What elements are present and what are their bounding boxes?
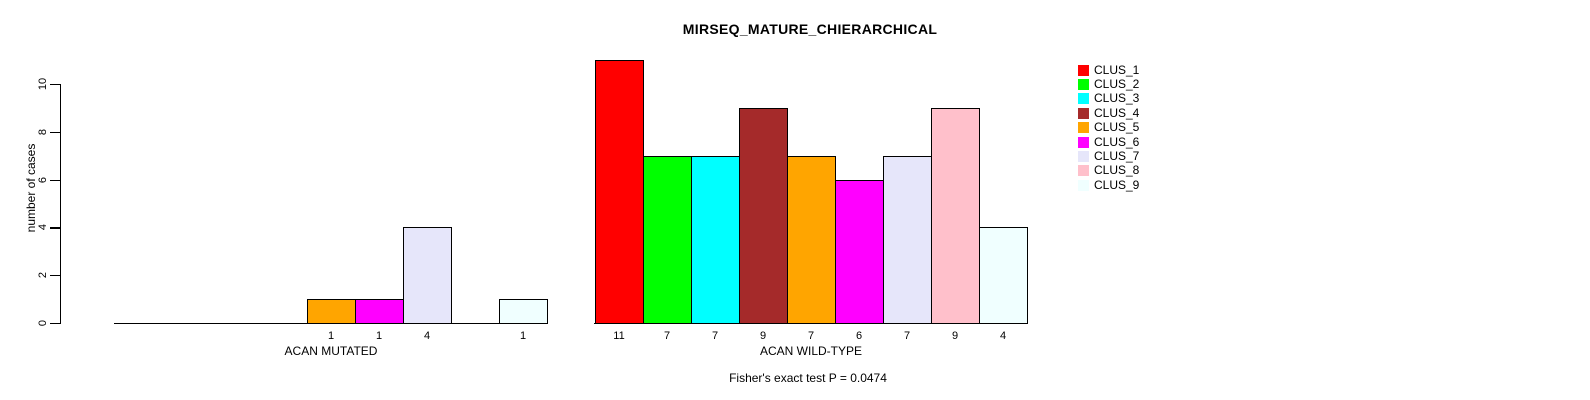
bar-value-label: 7	[807, 330, 815, 342]
legend-label-clus_6: CLUS_6	[1094, 134, 1140, 149]
y-axis-tick	[50, 179, 60, 181]
y-axis-tick-label: 10	[37, 77, 49, 91]
group-label: ACAN MUTATED	[284, 344, 378, 358]
y-axis-tick	[50, 227, 60, 229]
bar-value-label: 9	[759, 330, 767, 342]
y-axis-tick	[50, 323, 60, 325]
legend-swatch-clus_1	[1078, 64, 1089, 76]
legend-swatch-clus_7	[1078, 150, 1089, 162]
y-axis-tick	[50, 275, 60, 277]
y-axis-title: number of cases	[24, 143, 38, 233]
bar-clus_7	[883, 155, 932, 324]
legend-label-clus_5: CLUS_5	[1094, 120, 1140, 135]
bar-clus_6	[835, 179, 884, 324]
bar-value-label: 1	[519, 330, 527, 342]
legend-label-clus_4: CLUS_4	[1094, 105, 1140, 120]
y-axis-tick-label: 6	[37, 176, 49, 183]
legend-swatch-clus_2	[1078, 78, 1089, 90]
bar-clus_5	[307, 299, 356, 324]
legend-label-clus_9: CLUS_9	[1094, 177, 1140, 192]
bar-clus_5	[787, 155, 836, 324]
legend-swatch-clus_3	[1078, 93, 1089, 105]
chart-title: MIRSEQ_MATURE_CHIERARCHICAL	[682, 21, 938, 37]
bar-value-label: 4	[999, 330, 1007, 342]
legend-swatch-clus_8	[1078, 165, 1089, 177]
legend-swatch-clus_6	[1078, 136, 1089, 148]
legend-label-clus_8: CLUS_8	[1094, 163, 1140, 178]
legend-label-clus_1: CLUS_1	[1094, 62, 1140, 77]
legend-swatch-clus_4	[1078, 107, 1089, 119]
bar-clus_6	[355, 299, 404, 324]
y-axis-tick	[50, 84, 60, 86]
bar-value-label: 11	[613, 330, 625, 342]
y-axis-tick-label: 4	[37, 224, 49, 231]
bar-value-label: 1	[327, 330, 335, 342]
bar-clus_1	[595, 60, 644, 324]
y-axis-tick-label: 2	[37, 272, 49, 279]
bar-value-label: 1	[375, 330, 383, 342]
legend-swatch-clus_9	[1078, 179, 1089, 191]
bar-value-label: 4	[423, 330, 431, 342]
legend-label-clus_7: CLUS_7	[1094, 148, 1140, 163]
fisher-test-caption: Fisher's exact test P = 0.0474	[729, 371, 887, 385]
y-axis-tick	[50, 131, 60, 133]
bar-clus_9	[499, 299, 548, 324]
bar-clus_2	[643, 155, 692, 324]
bar-clus_4	[739, 107, 788, 324]
bar-value-label: 6	[855, 330, 863, 342]
bar-value-label: 7	[711, 330, 719, 342]
bar-clus_3	[691, 155, 740, 324]
y-axis-tick-label: 0	[37, 319, 49, 327]
bar-clus_9	[979, 227, 1028, 324]
legend-label-clus_3: CLUS_3	[1094, 91, 1140, 106]
group-label: ACAN WILD-TYPE	[759, 344, 863, 358]
legend-swatch-clus_5	[1078, 122, 1089, 134]
bar-value-label: 7	[663, 330, 671, 342]
legend-label-clus_2: CLUS_2	[1094, 76, 1140, 91]
y-axis-line	[60, 84, 62, 324]
bar-clus_8	[931, 107, 980, 324]
bar-clus_7	[403, 227, 452, 324]
bar-value-label: 7	[903, 330, 911, 342]
y-axis-tick-label: 8	[37, 128, 49, 135]
bar-value-label: 9	[951, 330, 959, 342]
